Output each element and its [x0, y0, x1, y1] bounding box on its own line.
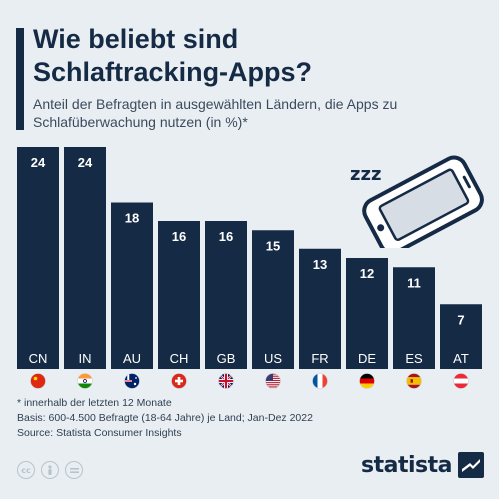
bar-value-label: 13 [313, 257, 327, 272]
cc-icon[interactable]: cc [17, 461, 35, 479]
bar-value-label: 24 [31, 155, 46, 170]
china-flag-icon [30, 373, 46, 389]
bar-us [252, 230, 294, 369]
flag-ring [124, 373, 140, 389]
bar-category-label: CH [170, 351, 189, 366]
bar-category-label: IN [79, 351, 92, 366]
bar-category-label: FR [311, 351, 328, 366]
flag-ring [359, 373, 375, 389]
bar-category-label: AU [123, 351, 141, 366]
chart-subtitle: Anteil der Befragten in ausgewählten Län… [33, 96, 398, 130]
bar-es [393, 267, 435, 369]
bar-au [111, 202, 153, 369]
flag-ring [265, 373, 281, 389]
bar-value-label: 24 [78, 155, 93, 170]
flag-ring [30, 373, 46, 389]
footnote-source: Source: Statista Consumer Insights [17, 427, 182, 439]
statista-logo-icon [457, 452, 484, 478]
footnote-note: * innerhalb der letzten 12 Monate [17, 397, 172, 409]
uk-flag-icon [218, 373, 234, 389]
bar-value-label: 16 [172, 229, 186, 244]
bar-gb [205, 221, 247, 369]
bar-category-label: AT [453, 351, 469, 366]
bar-category-label: ES [405, 351, 423, 366]
bar-at [440, 304, 482, 369]
bar-value-label: 7 [457, 312, 464, 327]
germany-flag-icon [359, 373, 375, 389]
flag-ring [406, 373, 422, 389]
chart-title: Wie beliebt sind Schlaftracking-Apps? [33, 24, 313, 87]
france-flag-icon [312, 373, 328, 389]
footnote-basis: Basis: 600-4.500 Befragte (18-64 Jahre) … [17, 412, 313, 424]
india-flag-icon [77, 373, 93, 389]
austria-flag-icon [453, 373, 469, 389]
flag-ring [77, 373, 93, 389]
switzerland-flag-icon [171, 373, 187, 389]
bar-category-label: GB [217, 351, 236, 366]
person-icon[interactable] [41, 461, 59, 479]
logo-text: statista [361, 452, 452, 478]
bar-value-label: 12 [360, 266, 374, 281]
flag-ring [312, 373, 328, 389]
footnotes: * innerhalb der letzten 12 Monate Basis:… [17, 396, 487, 441]
bar-value-label: 18 [125, 211, 139, 226]
flag-ring [218, 373, 234, 389]
usa-flag-icon [265, 373, 281, 389]
bar-category-label: CN [29, 351, 48, 366]
bar-ch [158, 221, 200, 369]
flag-ring [171, 373, 187, 389]
bar-in [64, 147, 106, 369]
bar-value-label: 11 [407, 275, 421, 290]
australia-flag-icon [124, 373, 140, 389]
bar-value-label: 16 [219, 229, 233, 244]
equals-icon[interactable] [65, 461, 83, 479]
flag-ring [453, 373, 469, 389]
zzz-text: zzz [350, 164, 381, 185]
bar-category-label: DE [358, 351, 376, 366]
bar-cn [17, 147, 59, 369]
svg-text:zzz: zzz [350, 164, 381, 185]
bar-fr [299, 248, 341, 369]
spain-flag-icon [406, 373, 422, 389]
bar-category-label: US [264, 351, 282, 366]
title-accent-bar [16, 28, 24, 130]
sleeping-phone-icon: zzz [350, 155, 484, 248]
statista-logo[interactable]: statista [361, 452, 484, 478]
bar-value-label: 15 [266, 238, 280, 253]
license-icons: cc [17, 461, 83, 479]
bar-de [346, 258, 388, 369]
